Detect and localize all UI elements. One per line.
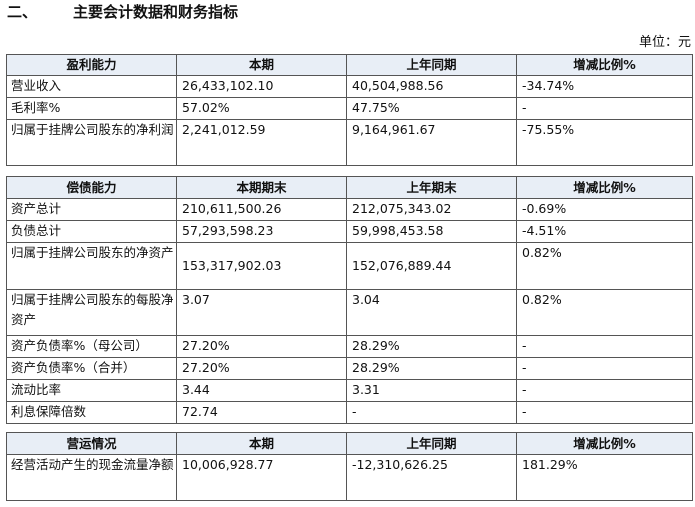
header-cell: 营运情况 — [6, 432, 177, 455]
table-cell: 59,998,453.58 — [346, 220, 517, 243]
table-cell: - — [516, 335, 693, 358]
table-cell: 40,504,988.56 — [346, 75, 517, 98]
header-cell: 盈利能力 — [6, 54, 177, 76]
row-label: 资产负债率%（合并） — [6, 357, 177, 380]
header-cell: 本期期末 — [176, 176, 347, 199]
row-label: 利息保障倍数 — [6, 401, 177, 424]
table-cell: 3.44 — [176, 379, 347, 402]
table-cell: 3.04 — [346, 289, 517, 336]
table-cell: 152,076,889.44 — [346, 242, 517, 290]
row-label: 归属于挂牌公司股东的净利润 — [6, 119, 177, 166]
table-cell: 3.07 — [176, 289, 347, 336]
header-cell: 上年期末 — [346, 176, 517, 199]
row-label: 流动比率 — [6, 379, 177, 402]
table-cell: 0.82% — [516, 289, 693, 336]
row-label: 负债总计 — [6, 220, 177, 243]
table-header-row: 偿债能力 本期期末 上年期末 增减比例% — [6, 176, 693, 199]
table-cell: -4.51% — [516, 220, 693, 243]
table-row: 经营活动产生的现金流量净额 10,006,928.77 -12,310,626.… — [6, 454, 693, 501]
table-cell: -12,310,626.25 — [346, 454, 517, 501]
row-label: 资产总计 — [6, 198, 177, 221]
table-row: 利息保障倍数 72.74 - - — [6, 401, 693, 424]
table-row: 归属于挂牌公司股东的每股净资产 3.07 3.04 0.82% — [6, 289, 693, 336]
table-cell: 27.20% — [176, 357, 347, 380]
header-cell: 增减比例% — [516, 176, 693, 199]
header-cell: 上年同期 — [346, 54, 517, 76]
header-cell: 增减比例% — [516, 432, 693, 455]
table-cell: 10,006,928.77 — [176, 454, 347, 501]
header-cell: 本期 — [176, 54, 347, 76]
header-cell: 本期 — [176, 432, 347, 455]
table-cell: 28.29% — [346, 357, 517, 380]
operations-table: 营运情况 本期 上年同期 增减比例% 经营活动产生的现金流量净额 10,006,… — [6, 432, 693, 501]
table-cell: 57,293,598.23 — [176, 220, 347, 243]
table-cell: 28.29% — [346, 335, 517, 358]
table-cell: 27.20% — [176, 335, 347, 358]
table-cell: 212,075,343.02 — [346, 198, 517, 221]
table-row: 资产总计 210,611,500.26 212,075,343.02 -0.69… — [6, 198, 693, 221]
table-cell: 210,611,500.26 — [176, 198, 347, 221]
table-header-row: 营运情况 本期 上年同期 增减比例% — [6, 432, 693, 455]
row-label: 营业收入 — [6, 75, 177, 98]
section-number: 二、 — [7, 3, 38, 21]
table-cell: 2,241,012.59 — [176, 119, 347, 166]
table-cell: 9,164,961.67 — [346, 119, 517, 166]
row-label: 归属于挂牌公司股东的净资产 — [6, 242, 177, 290]
table-row: 毛利率% 57.02% 47.75% - — [6, 97, 693, 120]
header-cell: 增减比例% — [516, 54, 693, 76]
table-row: 归属于挂牌公司股东的净资产 153,317,902.03 152,076,889… — [6, 242, 693, 290]
table-cell: 72.74 — [176, 401, 347, 424]
table-cell: -34.74% — [516, 75, 693, 98]
table-cell: - — [516, 97, 693, 120]
table-cell: -0.69% — [516, 198, 693, 221]
table-cell: 57.02% — [176, 97, 347, 120]
table-row: 归属于挂牌公司股东的净利润 2,241,012.59 9,164,961.67 … — [6, 119, 693, 166]
section-heading: 二、 主要会计数据和财务指标 — [7, 1, 238, 23]
table-cell: -75.55% — [516, 119, 693, 166]
table-cell: - — [346, 401, 517, 424]
row-label: 归属于挂牌公司股东的每股净资产 — [6, 289, 177, 336]
table-row: 资产负债率%（合并） 27.20% 28.29% - — [6, 357, 693, 380]
table-cell: 26,433,102.10 — [176, 75, 347, 98]
table-cell: 181.29% — [516, 454, 693, 501]
table-header-row: 盈利能力 本期 上年同期 增减比例% — [6, 54, 693, 76]
table-row: 流动比率 3.44 3.31 - — [6, 379, 693, 402]
table-cell: 153,317,902.03 — [176, 242, 347, 290]
row-label: 毛利率% — [6, 97, 177, 120]
table-cell: 3.31 — [346, 379, 517, 402]
table-cell: 47.75% — [346, 97, 517, 120]
row-label: 资产负债率%（母公司） — [6, 335, 177, 358]
table-row: 资产负债率%（母公司） 27.20% 28.29% - — [6, 335, 693, 358]
table-cell: - — [516, 401, 693, 424]
table-row: 负债总计 57,293,598.23 59,998,453.58 -4.51% — [6, 220, 693, 243]
unit-label: 单位：元 — [638, 35, 691, 50]
section-title: 主要会计数据和财务指标 — [73, 3, 239, 21]
table-row: 营业收入 26,433,102.10 40,504,988.56 -34.74% — [6, 75, 693, 98]
table-cell: 0.82% — [516, 242, 693, 290]
row-label: 经营活动产生的现金流量净额 — [6, 454, 177, 501]
table-cell: - — [516, 357, 693, 380]
profitability-table: 盈利能力 本期 上年同期 增减比例% 营业收入 26,433,102.10 40… — [6, 54, 693, 166]
table-cell: - — [516, 379, 693, 402]
header-cell: 上年同期 — [346, 432, 517, 455]
header-cell: 偿债能力 — [6, 176, 177, 199]
solvency-table: 偿债能力 本期期末 上年期末 增减比例% 资产总计 210,611,500.26… — [6, 176, 693, 424]
